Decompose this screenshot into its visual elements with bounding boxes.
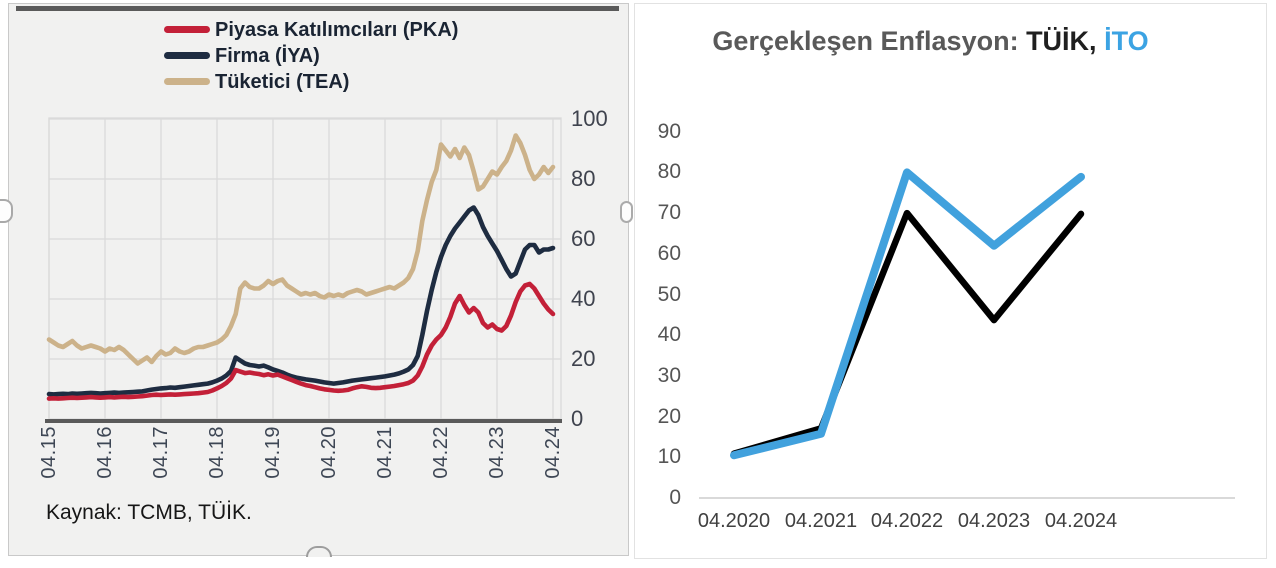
legend-item: Firma (İYA) bbox=[164, 43, 458, 68]
y-tick-label: 40 bbox=[657, 323, 681, 347]
y-tick-label: 60 bbox=[657, 241, 681, 265]
chart-title: Gerçekleşen Enflasyon: TÜİK, İTO bbox=[635, 26, 1266, 57]
series-line bbox=[730, 209, 1085, 457]
x-tick-label: 04.2021 bbox=[784, 510, 858, 532]
legend-label: Piyasa Katılımcıları (PKA) bbox=[215, 18, 459, 41]
resize-handle-right[interactable] bbox=[620, 201, 633, 223]
source-note: Kaynak: TCMB, TÜİK. bbox=[46, 501, 252, 524]
x-tick-label: 04.23 bbox=[486, 426, 508, 479]
realized-inflation-line-chart bbox=[699, 168, 1235, 499]
y-tick-label: 100 bbox=[571, 106, 608, 131]
y-tick-label: 20 bbox=[571, 346, 596, 371]
y-tick-label: 40 bbox=[571, 286, 596, 311]
y-tick-label: 10 bbox=[657, 445, 681, 469]
expectations-line-chart bbox=[45, 117, 562, 423]
chart-title-part: TÜİK, bbox=[1026, 26, 1097, 56]
y-tick-label: 0 bbox=[571, 406, 584, 431]
x-tick-label: 04.24 bbox=[542, 426, 564, 479]
y-tick-label: 80 bbox=[571, 166, 596, 191]
chart-title-part: İTO bbox=[1096, 26, 1149, 56]
series-line bbox=[46, 281, 556, 401]
y-tick-label: 50 bbox=[657, 282, 681, 306]
y-tick-label: 90 bbox=[657, 119, 681, 143]
y-tick-label: 80 bbox=[657, 160, 681, 184]
left-chart-panel[interactable]: Piyasa Katılımcıları (PKA) Firma (İYA) Tük… bbox=[8, 3, 629, 556]
y-tick-label: 60 bbox=[571, 226, 596, 251]
x-tick-label: 04.15 bbox=[38, 426, 60, 479]
series-line bbox=[730, 168, 1085, 460]
series-line bbox=[46, 205, 556, 397]
legend: Piyasa Katılımcıları (PKA) Firma (İYA) Tük… bbox=[164, 17, 458, 94]
legend-item: Tüketici (TEA) bbox=[164, 69, 458, 94]
plot-border bbox=[48, 117, 562, 420]
legend-swatch bbox=[164, 78, 210, 85]
y-tick-label: 30 bbox=[657, 363, 681, 387]
y-tick-label: 70 bbox=[657, 201, 681, 225]
legend-label: Tüketici (TEA) bbox=[215, 70, 350, 93]
y-tick-label: 20 bbox=[657, 404, 681, 428]
x-tick-label: 04.19 bbox=[262, 426, 284, 479]
x-tick-label: 04.2023 bbox=[957, 510, 1031, 532]
x-tick-label: 04.21 bbox=[374, 426, 396, 479]
chart-title-part: Gerçekleşen Enflasyon: bbox=[712, 26, 1027, 56]
resize-handle-left[interactable] bbox=[0, 199, 13, 223]
y-tick-label: 0 bbox=[669, 486, 681, 509]
legend-label: Firma (İYA) bbox=[215, 44, 320, 67]
x-tick-label: 04.2020 bbox=[697, 510, 771, 532]
series-line bbox=[46, 133, 556, 366]
left-chart-top-rule bbox=[16, 6, 619, 11]
x-tick-label: 04.22 bbox=[430, 426, 452, 479]
right-chart-panel[interactable]: Gerçekleşen Enflasyon: TÜİK, İTO 0 10 20 30… bbox=[634, 3, 1267, 559]
x-tick-label: 04.2024 bbox=[1044, 510, 1118, 532]
legend-item: Piyasa Katılımcıları (PKA) bbox=[164, 17, 458, 42]
x-tick-label: 04.17 bbox=[150, 426, 172, 479]
legend-swatch bbox=[164, 52, 210, 59]
x-tick-label: 04.16 bbox=[94, 426, 116, 479]
x-tick-label: 04.18 bbox=[206, 426, 228, 479]
legend-swatch bbox=[164, 26, 210, 33]
x-tick-label: 04.2022 bbox=[870, 510, 944, 532]
x-tick-label: 04.20 bbox=[318, 426, 340, 479]
resize-handle-bottom[interactable] bbox=[306, 546, 332, 557]
